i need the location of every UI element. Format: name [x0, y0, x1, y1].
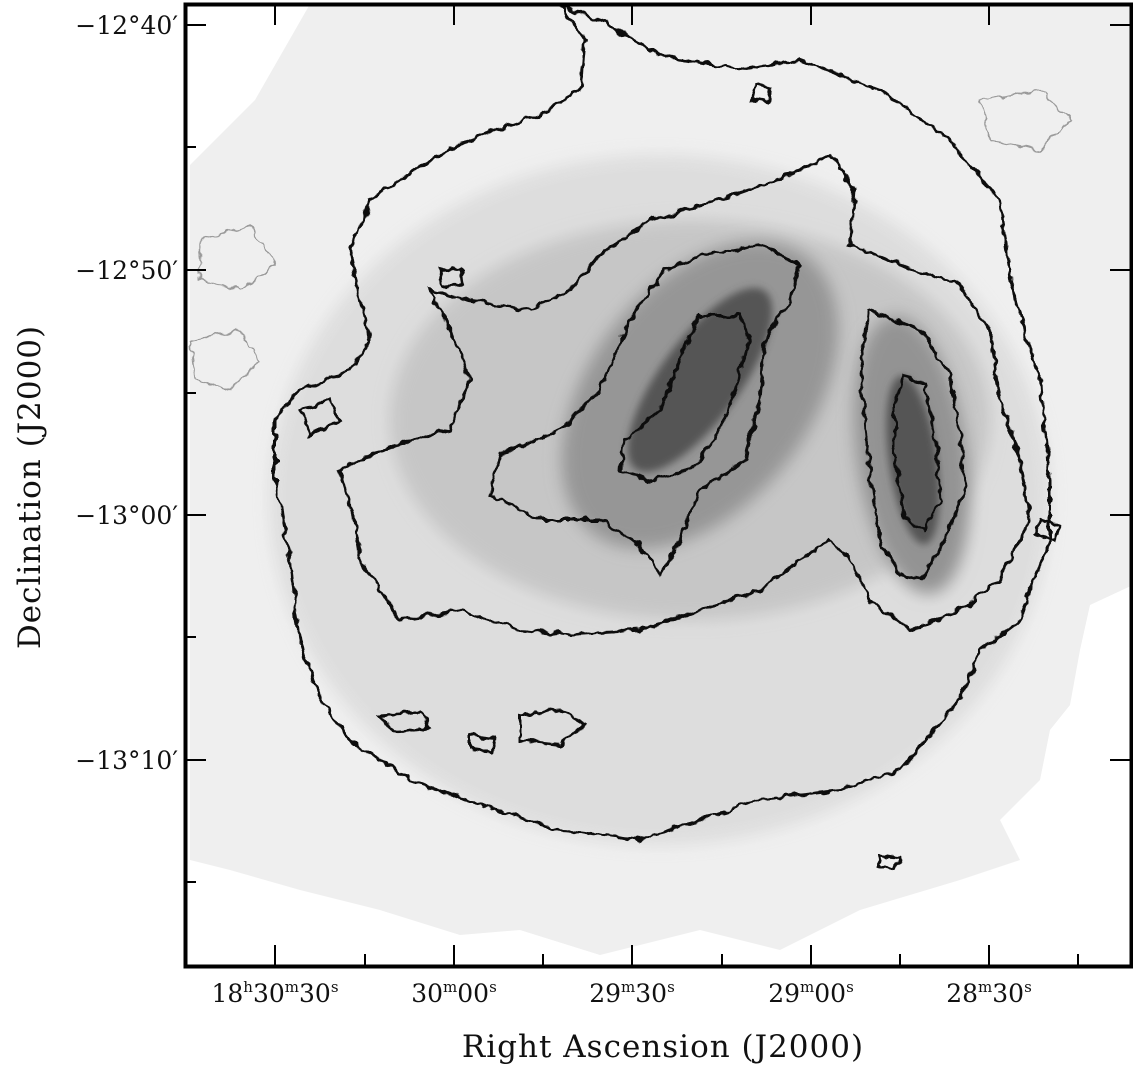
y-tick-label: −12°40′: [75, 11, 178, 40]
y-tick-labels: −12°40′ −12°50′ −13°00′ −13°10′: [75, 11, 178, 775]
contour-level-2: [338, 153, 1032, 637]
x-tick-label: 28m30s: [946, 978, 1032, 1008]
contour-level-4b: [893, 372, 942, 533]
x-tick-label: 29m00s: [768, 978, 854, 1008]
y-tick-label: −12°50′: [75, 256, 178, 285]
y-tick-label: −13°00′: [75, 501, 178, 530]
y-axis-title: Declination (J2000): [12, 325, 48, 649]
plot-frame: [183, 2, 1133, 969]
intensity-peak-1: [627, 287, 773, 473]
y-tick-label: −13°10′: [75, 746, 178, 775]
contour-level-1: [273, 4, 1052, 842]
contour-faint-1: [189, 89, 1072, 391]
intensity-peak-2: [886, 375, 940, 545]
grayscale-intensity-map: [189, 4, 1133, 955]
x-tick-label: 30m00s: [411, 978, 497, 1008]
contour-level-3a: [488, 243, 802, 578]
contour-level-4a: [618, 313, 752, 482]
contour-level-3b: [858, 307, 967, 582]
x-tick-label: 29m30s: [589, 978, 675, 1008]
x-tick-labels: 18h30m30s 30m00s 29m30s 29m00s 28m30s: [211, 978, 1031, 1008]
x-axis-title: Right Ascension (J2000): [462, 1029, 864, 1065]
y-axis: [186, 24, 1131, 883]
x-tick-label: 18h30m30s: [211, 978, 338, 1008]
contour-islands: [298, 83, 1062, 872]
x-axis: [274, 5, 1079, 966]
